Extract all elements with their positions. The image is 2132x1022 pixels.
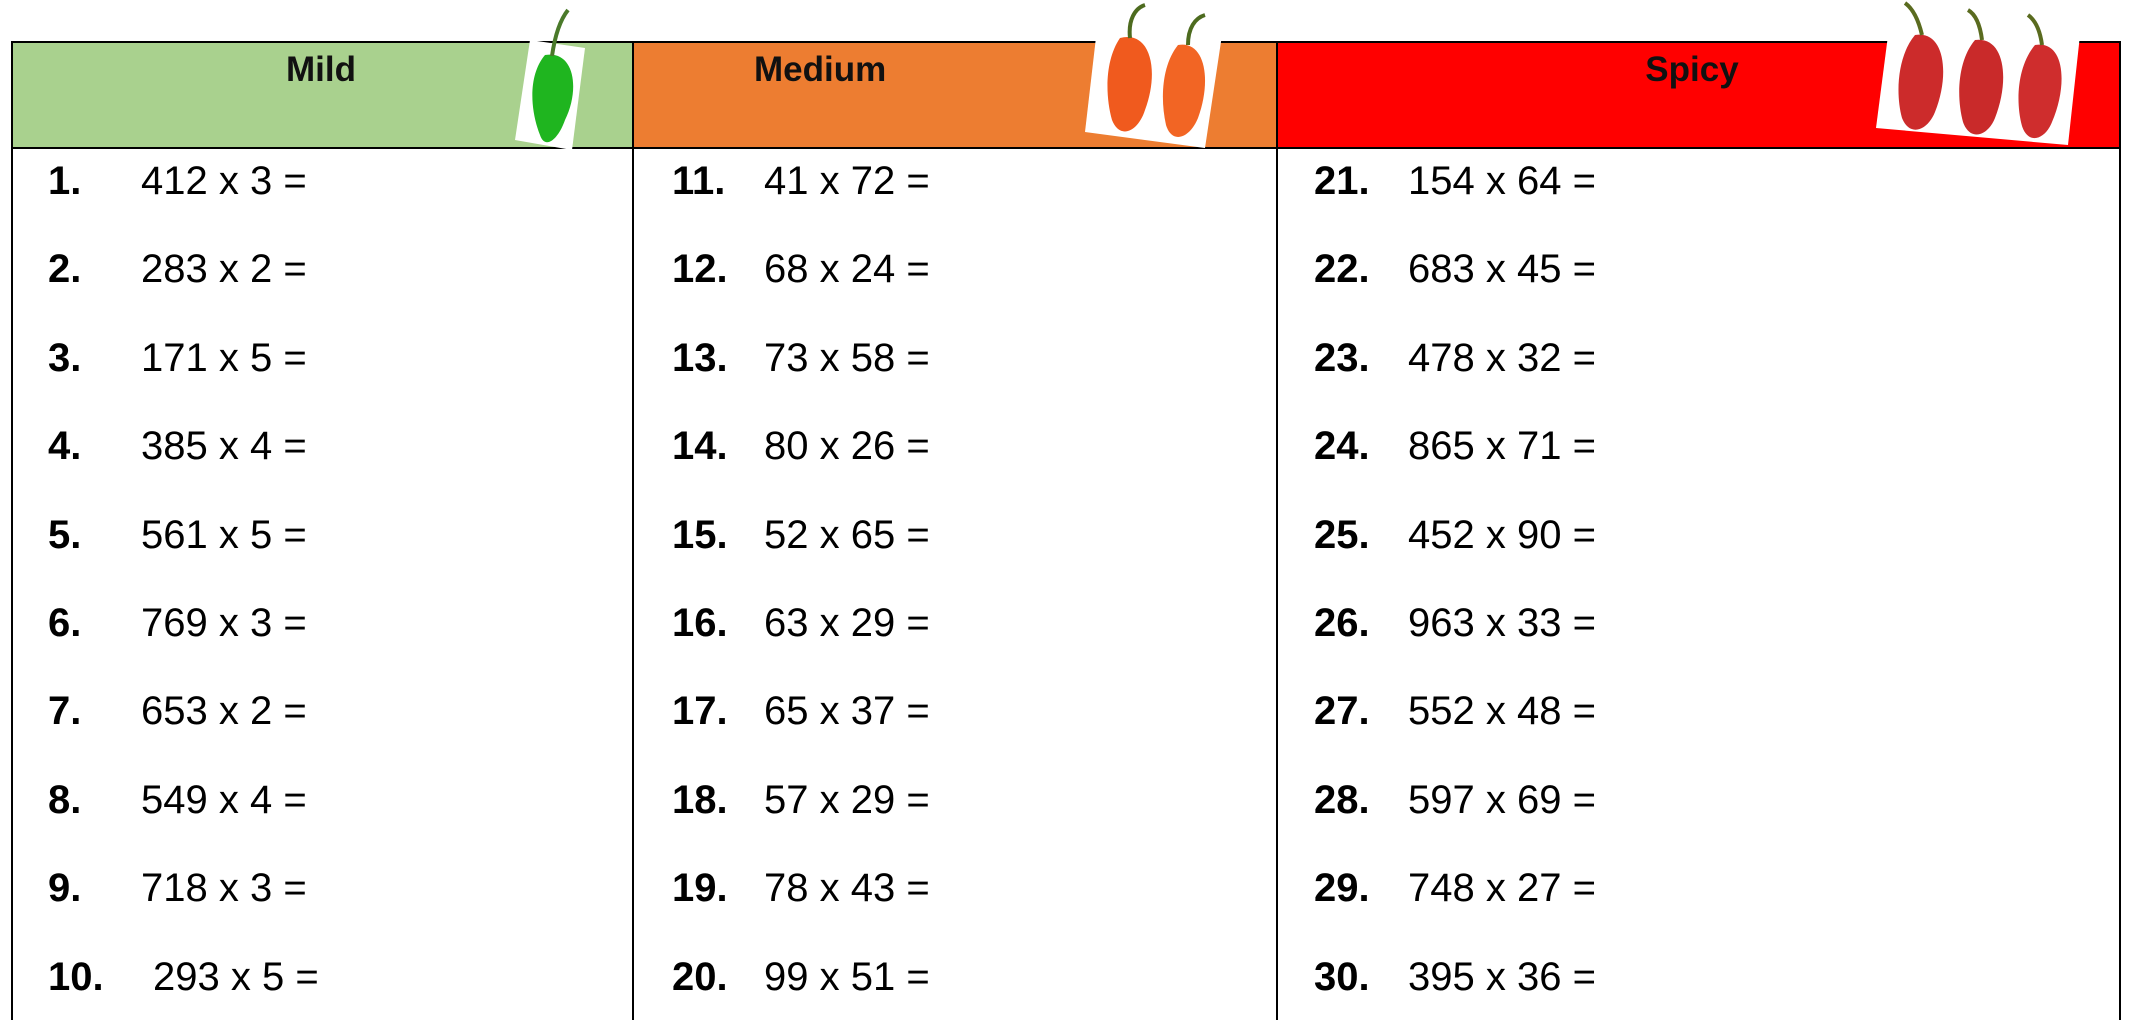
problem-expression: 865 x 71 = [1408,422,1596,470]
problem-number: 7. [48,687,81,735]
medium-peppers [1085,5,1222,148]
problem-number: 19. [672,864,728,912]
problem-expression: 748 x 27 = [1408,864,1596,912]
problem-number: 1. [48,157,81,205]
problem-expression: 154 x 64 = [1408,157,1596,205]
problem-number: 14. [672,422,728,470]
problem-number: 13. [672,334,728,382]
problem-expression: 653 x 2 = [141,687,307,735]
problem-expression: 52 x 65 = [764,511,930,559]
problem-expression: 57 x 29 = [764,776,930,824]
problem-number: 30. [1314,953,1370,1001]
problem-expression: 478 x 32 = [1408,334,1596,382]
problem-expression: 41 x 72 = [764,157,930,205]
column-divider [1276,43,1278,1020]
column-title: Mild [286,50,356,90]
column-title: Medium [754,50,886,90]
problem-number: 11. [672,157,725,205]
problem-number: 25. [1314,511,1370,559]
problem-number: 26. [1314,599,1370,647]
problem-number: 27. [1314,687,1370,735]
problem-number: 15. [672,511,728,559]
problem-number: 8. [48,776,81,824]
problem-expression: 718 x 3 = [141,864,307,912]
problem-expression: 385 x 4 = [141,422,307,470]
problem-expression: 552 x 48 = [1408,687,1596,735]
problem-expression: 395 x 36 = [1408,953,1596,1001]
problem-expression: 412 x 3 = [141,157,307,205]
problem-expression: 452 x 90 = [1408,511,1596,559]
problem-number: 24. [1314,422,1370,470]
problem-number: 23. [1314,334,1370,382]
problem-expression: 73 x 58 = [764,334,930,382]
problem-number: 16. [672,599,728,647]
problem-expression: 549 x 4 = [141,776,307,824]
problem-expression: 65 x 37 = [764,687,930,735]
problem-expression: 293 x 5 = [153,953,319,1001]
problem-number: 28. [1314,776,1370,824]
problem-expression: 171 x 5 = [141,334,307,382]
problem-number: 22. [1314,245,1370,293]
mild-pepper [515,10,585,150]
problem-expression: 68 x 24 = [764,245,930,293]
problem-number: 4. [48,422,81,470]
problem-expression: 683 x 45 = [1408,245,1596,293]
problem-number: 20. [672,953,728,1001]
problem-number: 18. [672,776,728,824]
column-title: Spicy [1645,50,1738,90]
problem-number: 6. [48,599,81,647]
problem-expression: 99 x 51 = [764,953,930,1001]
problem-number: 9. [48,864,81,912]
problem-expression: 283 x 2 = [141,245,307,293]
problem-expression: 769 x 3 = [141,599,307,647]
problem-number: 17. [672,687,728,735]
column-divider [632,43,634,1020]
worksheet-table [11,41,2121,1020]
problem-expression: 963 x 33 = [1408,599,1596,647]
worksheet: {"columns": [ {"title": "Mild", "problem… [0,0,2132,1022]
problem-expression: 597 x 69 = [1408,776,1596,824]
problem-number: 5. [48,511,81,559]
page: Multiplication worksheet html, body { ma… [0,0,2132,1022]
problem-number: 3. [48,334,81,382]
problem-number: 12. [672,245,728,293]
problem-number: 29. [1314,864,1370,912]
problem-expression: 63 x 29 = [764,599,930,647]
problem-number: 21. [1314,157,1370,205]
problem-expression: 80 x 26 = [764,422,930,470]
spicy-peppers [1876,3,2080,145]
problem-expression: 78 x 43 = [764,864,930,912]
problem-expression: 561 x 5 = [141,511,307,559]
problem-number: 10. [48,953,104,1001]
problem-number: 2. [48,245,81,293]
